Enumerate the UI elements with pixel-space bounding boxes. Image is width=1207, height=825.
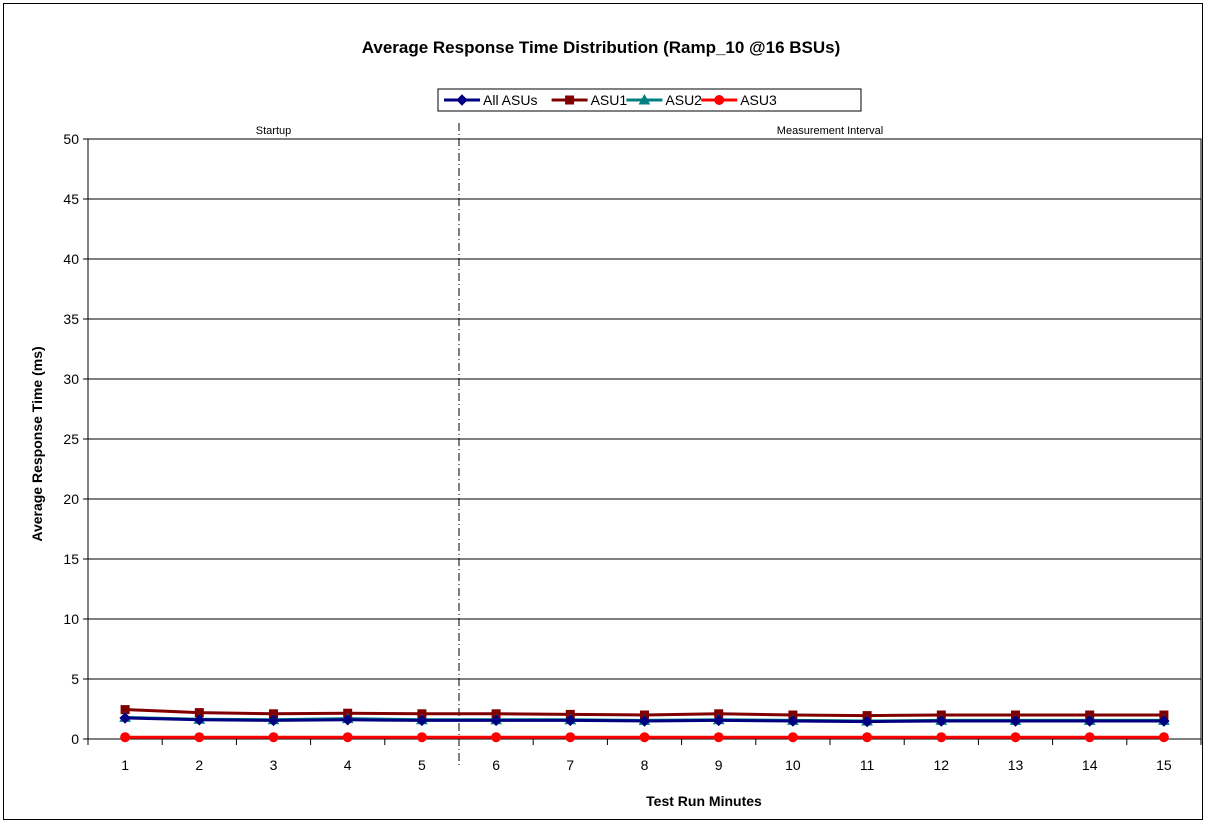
chart-title: Average Response Time Distribution (Ramp… (362, 38, 841, 57)
legend-label: ASU1 (591, 92, 628, 108)
data-point-asu3 (1158, 732, 1169, 743)
data-point-asu3 (1010, 732, 1021, 743)
x-tick-label: 1 (121, 757, 129, 773)
data-point-all-asus (267, 714, 280, 727)
chart-frame: Average Response Time Distribution (Ramp… (3, 3, 1203, 820)
legend-item-all-asus: All ASUs (444, 92, 537, 108)
y-tick-label: 35 (63, 311, 79, 327)
x-tick-label: 5 (418, 757, 426, 773)
data-point-asu3 (491, 732, 502, 743)
legend-label: ASU2 (665, 92, 702, 108)
y-tick-label: 45 (63, 191, 79, 207)
y-tick-label: 10 (63, 611, 79, 627)
x-tick-label: 3 (270, 757, 278, 773)
x-tick-label: 7 (566, 757, 574, 773)
y-axis-title: Average Response Time (ms) (29, 346, 45, 541)
y-tick-label: 5 (71, 671, 79, 687)
data-point-asu3 (1084, 732, 1095, 743)
y-tick-label: 0 (71, 731, 79, 747)
legend-swatch-marker (714, 95, 725, 105)
phase-label-measurement-interval: Measurement Interval (777, 125, 883, 137)
data-point-asu3 (713, 732, 724, 743)
data-point-all-asus (1009, 715, 1022, 727)
data-point-all-asus (787, 715, 799, 727)
data-point-asu3 (194, 732, 205, 743)
data-point-all-asus (861, 715, 873, 728)
data-point-asu3 (268, 732, 279, 743)
data-point-asu3 (639, 732, 650, 743)
x-tick-label: 11 (860, 757, 875, 773)
data-point-asu3 (565, 732, 576, 743)
x-tick-label: 13 (1008, 757, 1024, 773)
y-tick-label: 40 (63, 251, 79, 267)
legend-swatch-marker (565, 95, 575, 105)
legend-item-asu2: ASU2 (626, 92, 702, 108)
data-point-all-asus (193, 714, 206, 726)
legend-label: All ASUs (483, 92, 537, 108)
data-point-asu3 (936, 732, 947, 743)
legend-item-asu3: ASU3 (701, 92, 777, 108)
x-tick-label: 9 (715, 757, 723, 773)
phase-label-startup: Startup (256, 125, 291, 137)
series-all-asus (119, 712, 1170, 728)
y-tick-label: 30 (63, 371, 79, 387)
x-tick-label: 14 (1082, 757, 1098, 773)
x-tick-label: 15 (1156, 757, 1172, 773)
legend: All ASUs ASU1 ASU2 ASU3 (437, 88, 862, 112)
data-point-all-asus (1158, 715, 1170, 727)
legend-label: ASU3 (740, 92, 777, 108)
x-tick-label: 2 (195, 757, 203, 773)
legend-swatch-marker (456, 94, 468, 106)
x-tick-label: 4 (344, 757, 352, 773)
data-point-asu3 (416, 732, 427, 743)
y-tick-label: 50 (63, 131, 79, 147)
data-point-all-asus (341, 714, 354, 726)
data-point-all-asus (564, 714, 577, 727)
y-tick-label: 20 (63, 491, 79, 507)
y-tick-label: 15 (63, 551, 79, 567)
data-point-all-asus (935, 715, 948, 727)
data-point-all-asus (416, 714, 428, 727)
data-point-all-asus (490, 714, 502, 727)
legend-item-asu1: ASU1 (551, 92, 628, 108)
x-tick-label: 10 (785, 757, 801, 773)
x-tick-label: 6 (492, 757, 500, 773)
data-point-all-asus (638, 715, 651, 727)
data-point-asu3 (862, 732, 873, 743)
legend-swatch-marker (638, 93, 651, 105)
data-point-asu3 (342, 732, 353, 743)
data-point-asu3 (787, 732, 798, 743)
x-axis-title: Test Run Minutes (646, 793, 762, 809)
data-point-all-asus (712, 714, 725, 727)
x-tick-label: 8 (641, 757, 649, 773)
data-point-asu3 (120, 732, 131, 743)
series-asu3 (120, 732, 1169, 743)
line-chart: Average Response Time Distribution (Ramp… (29, 38, 1202, 809)
y-tick-label: 25 (63, 431, 79, 447)
data-point-all-asus (1083, 715, 1096, 727)
x-tick-label: 12 (934, 757, 950, 773)
data-point-all-asus (119, 712, 131, 724)
